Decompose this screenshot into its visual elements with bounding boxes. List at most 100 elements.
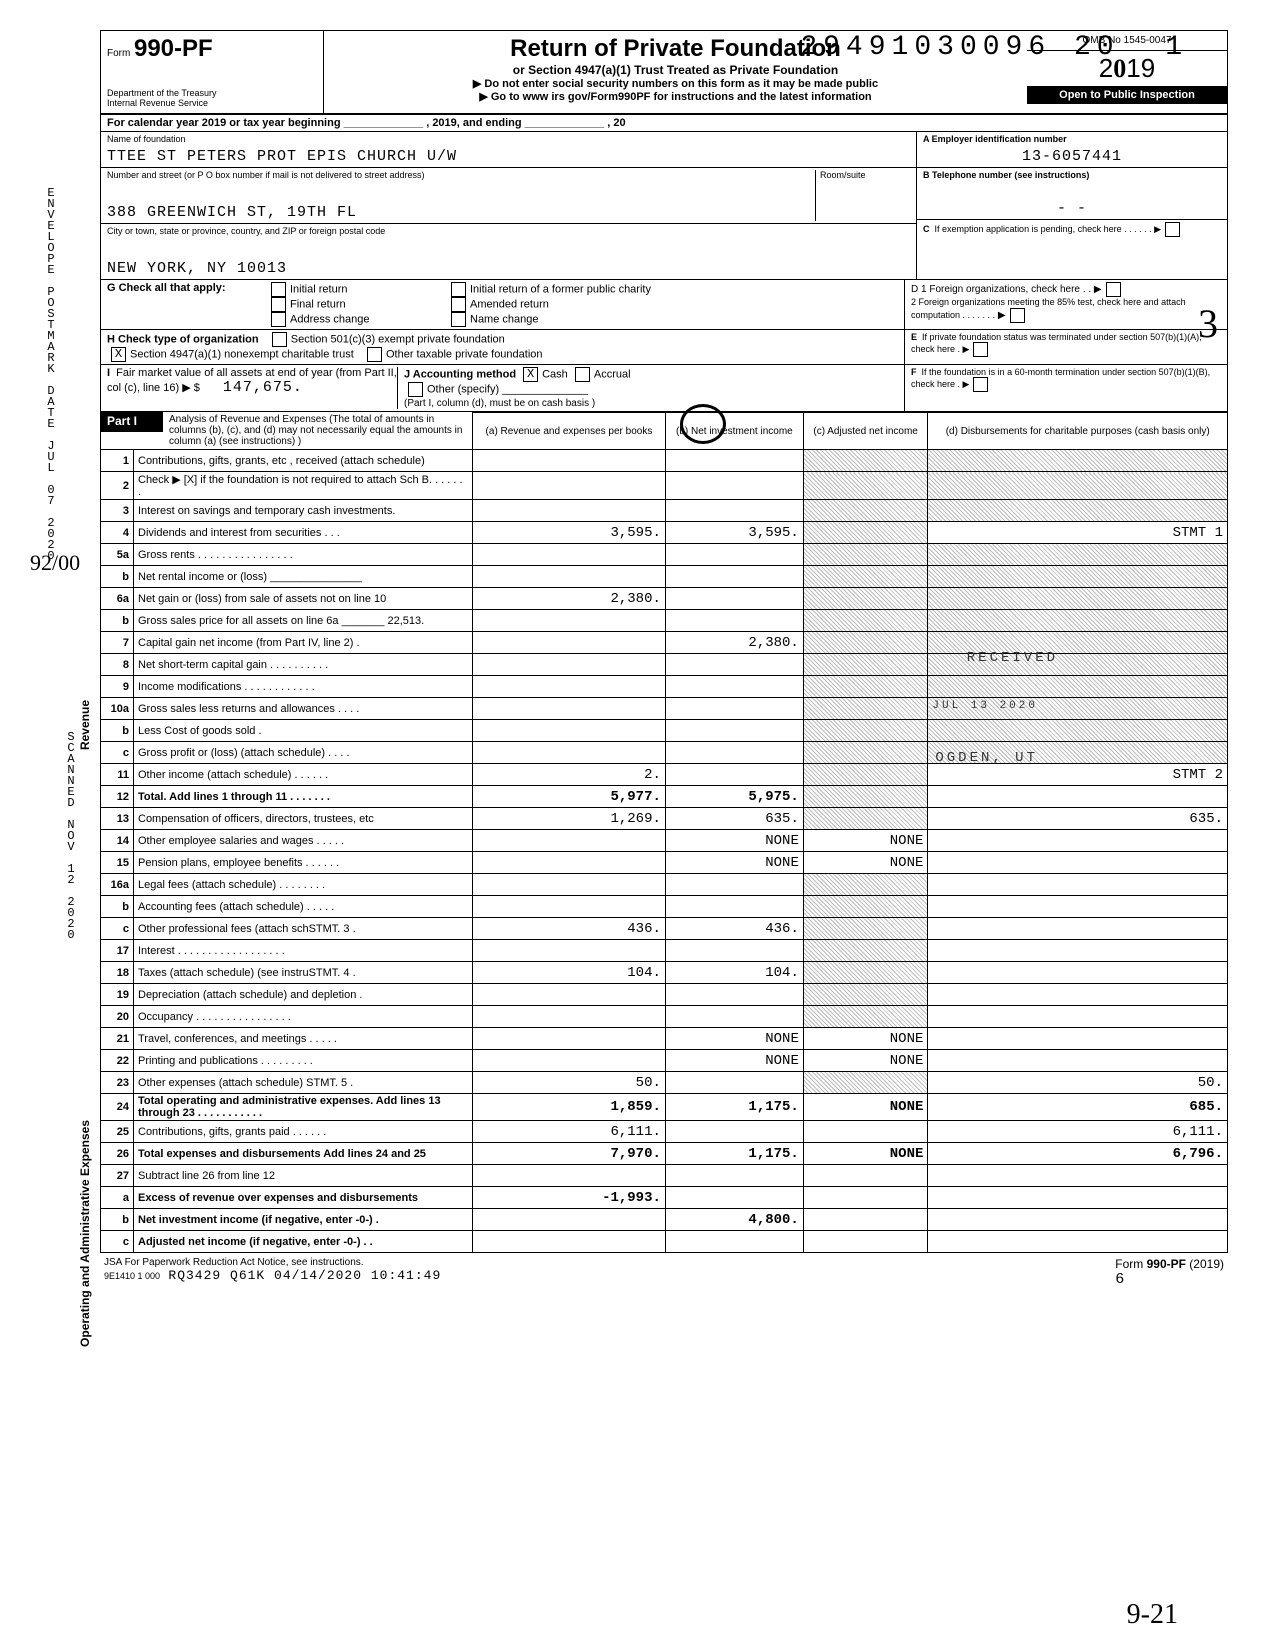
tel-value: - - [923, 200, 1221, 217]
check-block-ijf: I Fair market value of all assets at end… [100, 365, 1228, 412]
street-address: 388 GREENWICH ST, 19TH FL [107, 204, 815, 221]
col-d-header: (d) Disbursements for charitable purpose… [928, 412, 1228, 450]
form-prefix: Form [107, 48, 130, 59]
form-subtitle: or Section 4947(a)(1) Trust Treated as P… [332, 63, 1019, 77]
c-checkbox[interactable] [1165, 222, 1180, 237]
cell-value: STMT 2 [928, 764, 1228, 786]
cell-value [473, 830, 666, 852]
d2-checkbox[interactable] [1010, 308, 1025, 323]
cell-value [928, 1006, 1228, 1028]
cell-value: NONE [803, 1050, 928, 1072]
row-description: Total. Add lines 1 through 11 . . . . . … [134, 786, 473, 808]
row-number: 22 [101, 1050, 134, 1072]
cb-othertax[interactable] [367, 347, 382, 362]
cb-former[interactable] [451, 282, 466, 297]
row-description: Income modifications . . . . . . . . . .… [134, 676, 473, 698]
cell-value [803, 984, 928, 1006]
row-description: Net short-term capital gain . . . . . . … [134, 654, 473, 676]
f-label: If the foundation is in a 60-month termi… [911, 367, 1210, 389]
addr-label: Number and street (or P O box number if … [107, 170, 815, 180]
cell-value [803, 808, 928, 830]
row-number: b [101, 1209, 134, 1231]
row-number: c [101, 918, 134, 940]
f-checkbox[interactable] [973, 377, 988, 392]
cb-initial[interactable] [271, 282, 286, 297]
row-number: 1 [101, 450, 134, 472]
row-description: Contributions, gifts, grants paid . . . … [134, 1121, 473, 1143]
row-description: Gross sales less returns and allowances … [134, 698, 473, 720]
cell-value: 104. [473, 962, 666, 984]
row-description: Pension plans, employee benefits . . . .… [134, 852, 473, 874]
row-description: Legal fees (attach schedule) . . . . . .… [134, 874, 473, 896]
row-number: 14 [101, 830, 134, 852]
cell-value: NONE [803, 1094, 928, 1121]
cell-value [665, 764, 803, 786]
cell-value [473, 472, 666, 500]
cell-value [665, 742, 803, 764]
cell-value [928, 962, 1228, 984]
e-checkbox[interactable] [973, 342, 988, 357]
part1-title: Analysis of Revenue and Expenses (The to… [163, 412, 472, 449]
cell-value: NONE [665, 830, 803, 852]
cell-value [928, 1028, 1228, 1050]
cell-value: 7,970. [473, 1143, 666, 1165]
row-description: Occupancy . . . . . . . . . . . . . . . … [134, 1006, 473, 1028]
cb-namechg[interactable] [451, 312, 466, 327]
row-number: 16a [101, 874, 134, 896]
cell-value [665, 874, 803, 896]
postmark-stamp: ENVELOPE POSTMARK DATE JUL 07 2020 [44, 186, 58, 560]
cb-501c3[interactable] [272, 332, 287, 347]
g-label: G Check all that apply: [107, 282, 226, 294]
row-description: Other expenses (attach schedule) STMT. 5… [134, 1072, 473, 1094]
row-description: Net gain or (loss) from sale of assets n… [134, 588, 473, 610]
row-description: Other professional fees (attach schSTMT.… [134, 918, 473, 940]
row-description: Interest . . . . . . . . . . . . . . . .… [134, 940, 473, 962]
info-block: Name of foundation TTEE ST PETERS PROT E… [100, 132, 1228, 280]
cb-amend[interactable] [451, 297, 466, 312]
cb-accrual[interactable] [575, 367, 590, 382]
cell-value [928, 610, 1228, 632]
cb-final[interactable] [271, 297, 286, 312]
cell-value [803, 544, 928, 566]
cell-value [803, 742, 928, 764]
cb-addr[interactable] [271, 312, 286, 327]
cell-value [473, 1050, 666, 1072]
row-description: Net rental income or (loss) ____________… [134, 566, 473, 588]
cell-value [665, 896, 803, 918]
cell-value [473, 566, 666, 588]
calendar-year-row: For calendar year 2019 or tax year begin… [100, 115, 1228, 132]
h-label: H Check type of organization [107, 333, 259, 345]
row-description: Total operating and administrative expen… [134, 1094, 473, 1121]
cb-other-acct[interactable] [408, 382, 423, 397]
ein-label: A Employer identification number [923, 134, 1221, 144]
cb-4947[interactable]: X [111, 347, 126, 362]
room-label: Room/suite [820, 170, 910, 180]
cell-value: NONE [665, 1050, 803, 1072]
cell-value: 4,800. [665, 1209, 803, 1231]
cell-value [665, 720, 803, 742]
received-date: JUL 13 2020 [932, 700, 1038, 712]
scanned-stamp: SCANNED NOV 12 2020 [64, 730, 78, 939]
row-description: Interest on savings and temporary cash i… [134, 500, 473, 522]
cell-value: 6,111. [473, 1121, 666, 1143]
row-description: Gross profit or (loss) (attach schedule)… [134, 742, 473, 764]
open-inspection: Open to Public Inspection [1027, 86, 1227, 104]
footer-form: Form 990-PF (2019) [1115, 1257, 1224, 1271]
form-page: 29491030096 20 1 ENVELOPE POSTMARK DATE … [0, 0, 1288, 1651]
j-label: J Accounting method [404, 368, 516, 380]
d1-checkbox[interactable] [1106, 282, 1121, 297]
row-number: 26 [101, 1143, 134, 1165]
foundation-name: TTEE ST PETERS PROT EPIS CHURCH U/W [107, 148, 910, 165]
cell-value [665, 610, 803, 632]
cell-value: 3,595. [473, 522, 666, 544]
cell-value [803, 720, 928, 742]
cell-value: NONE [665, 1028, 803, 1050]
cell-value [803, 500, 928, 522]
handwrite-92: 92/00 [30, 550, 80, 576]
row-number: 11 [101, 764, 134, 786]
cell-value [665, 654, 803, 676]
cb-cash[interactable]: X [523, 367, 538, 382]
cell-value [928, 1209, 1228, 1231]
cell-value [665, 698, 803, 720]
cell-value: -1,993. [473, 1187, 666, 1209]
